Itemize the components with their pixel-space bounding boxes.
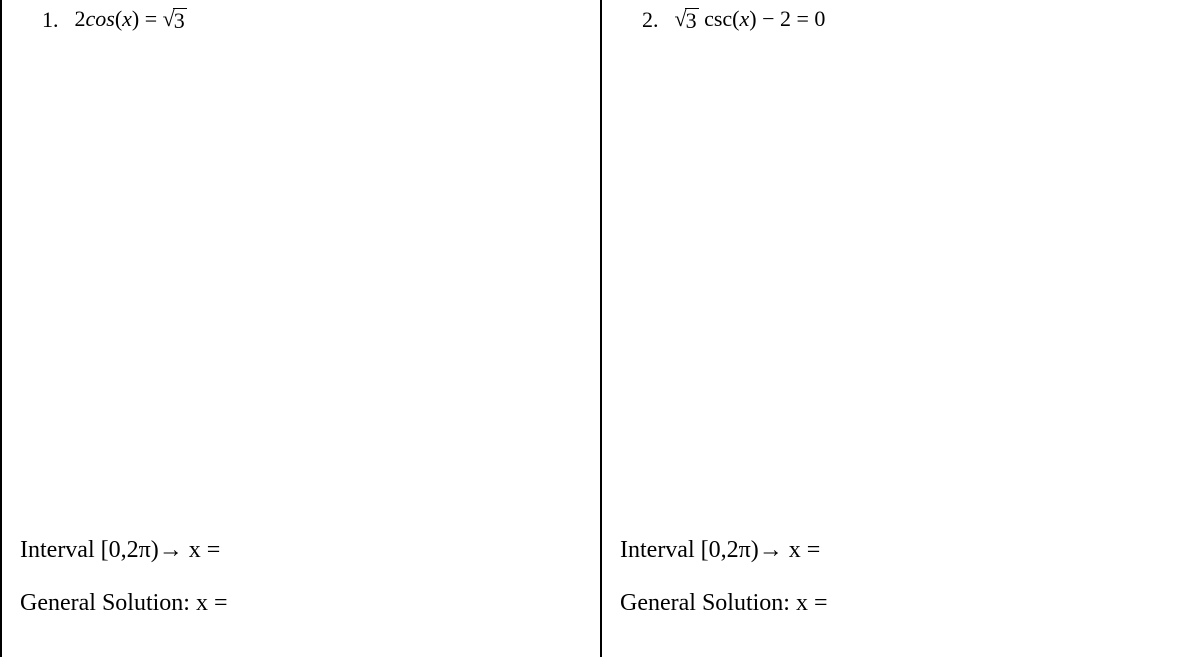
problem-2-header: 2. √3 csc(x) − 2 = 0 bbox=[642, 6, 1190, 33]
problem-1-header: 1. 2cos(x) = √3 bbox=[42, 6, 590, 33]
problem-2-answers: Interval [0,2π)→ x = General Solution: x… bbox=[620, 537, 1190, 617]
problem-1-interval-label: Interval [0,2π)→ x = bbox=[20, 537, 590, 564]
problem-2-general-label: General Solution: x = bbox=[620, 590, 1190, 617]
problem-1-equation: 2cos(x) = √3 bbox=[75, 6, 187, 33]
problem-1-answers: Interval [0,2π)→ x = General Solution: x… bbox=[20, 537, 590, 617]
problem-2-interval-label: Interval [0,2π)→ x = bbox=[620, 537, 1190, 564]
problem-1-general-label: General Solution: x = bbox=[20, 590, 590, 617]
problem-2-equation: √3 csc(x) − 2 = 0 bbox=[675, 6, 826, 33]
problem-2-number: 2. bbox=[642, 7, 659, 33]
worksheet-page: 1. 2cos(x) = √3 Interval [0,2π)→ x = Gen… bbox=[0, 0, 1200, 657]
problem-column-1: 1. 2cos(x) = √3 Interval [0,2π)→ x = Gen… bbox=[0, 0, 600, 657]
problem-column-2: 2. √3 csc(x) − 2 = 0 Interval [0,2π)→ x … bbox=[600, 0, 1200, 657]
problem-1-number: 1. bbox=[42, 7, 59, 33]
